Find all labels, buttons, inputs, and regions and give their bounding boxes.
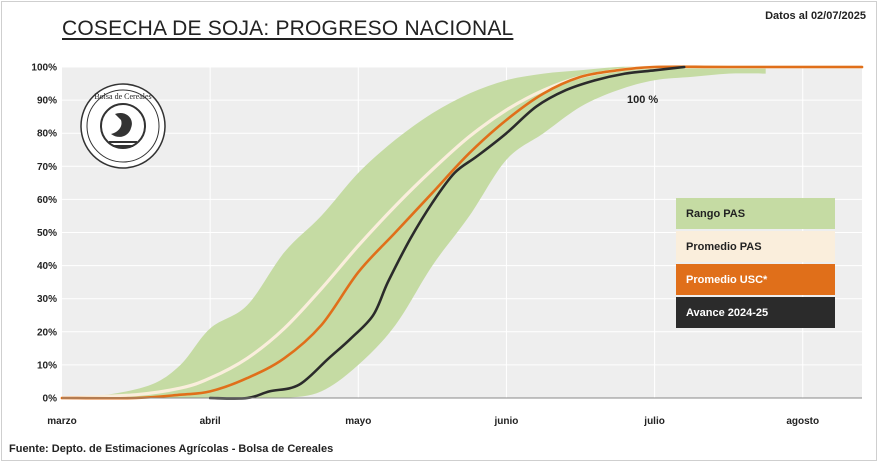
legend-swatch-promedio-pas [676,231,835,262]
y-tick-label: 80% [37,129,57,140]
legend-label-avance: Avance 2024-25 [686,307,768,319]
logo-text: Bolsa de Cereales [94,92,151,101]
legend-swatch-avance [676,297,835,328]
y-tick-label: 90% [37,96,57,107]
x-tick-label: agosto [786,416,819,427]
data-date: Datos al 02/07/2025 [765,10,866,22]
annotation-100: 100 % [627,94,658,106]
x-tick-label: julio [643,416,665,427]
y-tick-label: 0% [43,394,58,405]
y-tick-label: 70% [37,162,57,173]
legend-label-promedio-usc: Promedio USC* [686,274,768,286]
y-tick-label: 100% [31,63,57,74]
x-tick-label: marzo [47,416,76,427]
series-line-promedio-usc [60,65,864,400]
series-layer [60,65,864,400]
source-note: Fuente: Depto. de Estimaciones Agrícolas… [9,443,334,455]
x-tick-label: abril [200,416,221,427]
legend-label-rango-pas: Rango PAS [686,208,745,220]
y-tick-label: 20% [37,327,57,338]
legend-swatch-promedio-usc [676,264,835,295]
x-tick-label: mayo [345,416,371,427]
y-tick-label: 50% [37,228,57,239]
series-line-avance-2024-25 [208,65,686,400]
legend-swatch-rango-pas [676,198,835,229]
y-tick-label: 40% [37,261,57,272]
legend: Rango PAS Promedio PAS Promedio USC* Ava… [676,198,835,328]
legend-label-promedio-pas: Promedio PAS [686,241,762,253]
bolsa-de-cereales-logo: Bolsa de Cereales [80,83,166,169]
y-tick-label: 10% [37,360,57,371]
y-tick-label: 30% [37,294,57,305]
chart-title: COSECHA DE SOJA: PROGRESO NACIONAL [62,17,514,40]
x-tick-label: junio [493,416,518,427]
axes-layer: 0% 10% 20% 30% 40% 50% 60% 70% 80% 90% 100% marzo ab… [31,63,862,427]
y-tick-label: 60% [37,195,57,206]
